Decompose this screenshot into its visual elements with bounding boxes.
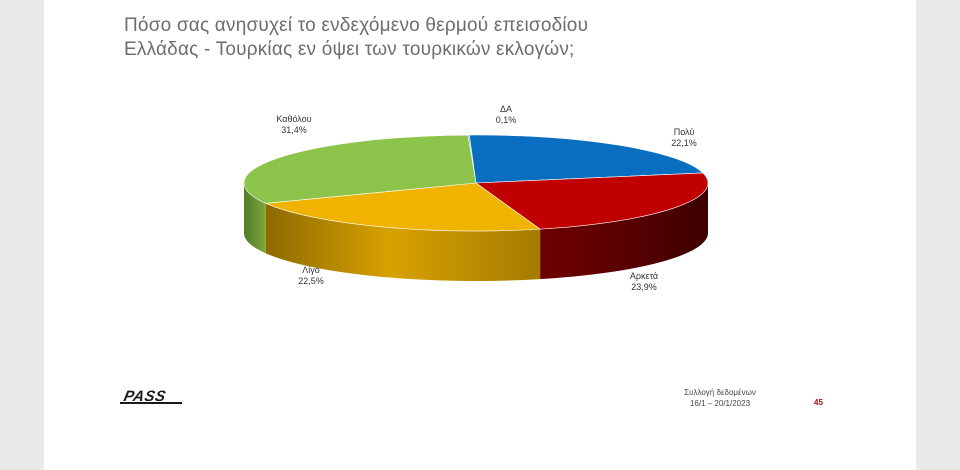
slice-side-arketa: [540, 183, 708, 280]
label-arketa-value: 23,9%: [631, 282, 657, 292]
label-arketa-name: Αρκετά: [630, 271, 658, 281]
title-line-1: Πόσο σας ανησυχεί το ενδεχόμενο θερμού ε…: [124, 15, 589, 36]
label-katholou-value: 31,4%: [281, 125, 307, 135]
label-da-value: 0,1%: [496, 115, 517, 125]
slice-arketa: [475, 172, 709, 230]
label-da-name: ΔΑ: [500, 104, 512, 114]
slice-ligo: [264, 182, 541, 232]
slice-side-ligo: [265, 203, 541, 281]
chart-title: Πόσο σας ανησυχεί το ενδεχόμενο θερμού ε…: [124, 14, 824, 62]
logo-underline: [120, 402, 182, 404]
label-ligo-value: 22,5%: [298, 276, 324, 286]
page-number: 45: [814, 398, 823, 407]
slice-side-katholou: [244, 183, 266, 254]
slice-poly: [469, 134, 704, 184]
title-line-2: Ελλάδας - Τουρκίας εν όψει των τουρκικών…: [124, 39, 575, 60]
data-collection-note: Συλλογή δεδομένων 16/1 – 20/1/2023: [660, 387, 780, 409]
slice-katholou: [243, 134, 477, 204]
pie-chart: Καθόλου 31,4% ΔΑ 0,1% Πολύ 22,1% Αρκετά …: [243, 104, 709, 292]
slide: Πόσο σας ανησυχεί το ενδεχόμενο θερμού ε…: [44, 0, 916, 470]
label-ligo-name: Λίγο: [302, 265, 320, 275]
label-katholou-name: Καθόλου: [276, 114, 311, 124]
label-poly-value: 22,1%: [671, 138, 697, 148]
source-line-1: Συλλογή δεδομένων: [684, 388, 756, 397]
label-poly-name: Πολύ: [674, 127, 695, 137]
source-line-2: 16/1 – 20/1/2023: [689, 399, 751, 408]
